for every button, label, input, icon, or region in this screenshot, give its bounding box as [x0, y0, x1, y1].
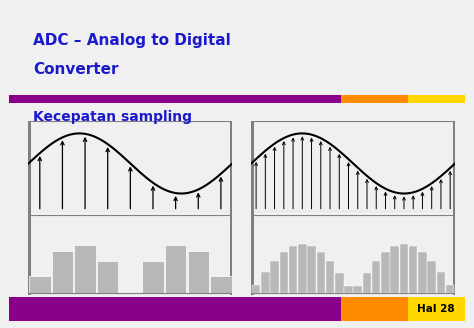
- Bar: [446, 285, 455, 293]
- Bar: [29, 276, 51, 293]
- Bar: [188, 251, 209, 293]
- Bar: [251, 121, 254, 295]
- Bar: [391, 246, 399, 293]
- Bar: [354, 286, 362, 293]
- Bar: [408, 95, 465, 103]
- Text: Converter: Converter: [33, 62, 118, 77]
- Bar: [400, 244, 408, 293]
- Bar: [344, 286, 353, 293]
- Bar: [252, 285, 260, 293]
- Bar: [418, 252, 427, 293]
- Bar: [341, 297, 408, 321]
- Bar: [335, 273, 344, 293]
- Bar: [298, 244, 307, 293]
- Bar: [280, 252, 288, 293]
- Bar: [261, 272, 270, 293]
- Bar: [453, 121, 455, 295]
- Bar: [307, 246, 316, 293]
- Text: Kecepatan sampling: Kecepatan sampling: [33, 110, 192, 124]
- Bar: [97, 261, 118, 293]
- Bar: [74, 245, 96, 293]
- Bar: [142, 261, 164, 293]
- Bar: [9, 297, 341, 321]
- Bar: [437, 272, 445, 293]
- Bar: [165, 245, 186, 293]
- Bar: [381, 252, 390, 293]
- Bar: [230, 121, 232, 295]
- Bar: [317, 252, 325, 293]
- Bar: [363, 273, 371, 293]
- Bar: [326, 261, 334, 293]
- Bar: [270, 261, 279, 293]
- Bar: [428, 261, 436, 293]
- Bar: [52, 251, 73, 293]
- Text: ADC – Analog to Digital: ADC – Analog to Digital: [33, 33, 231, 48]
- Bar: [341, 95, 408, 103]
- Bar: [28, 121, 31, 295]
- Text: Hal 28: Hal 28: [417, 304, 455, 314]
- Bar: [289, 246, 297, 293]
- Bar: [408, 297, 465, 321]
- Bar: [210, 276, 232, 293]
- Bar: [409, 246, 418, 293]
- Bar: [9, 95, 341, 103]
- Bar: [372, 261, 381, 293]
